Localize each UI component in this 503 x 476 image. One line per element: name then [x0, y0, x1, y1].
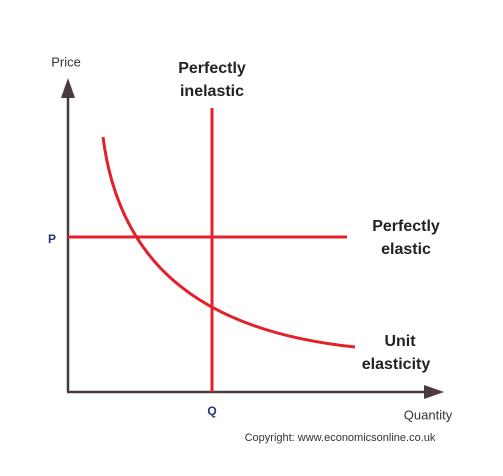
x-axis-arrow: [424, 385, 444, 399]
curve-label: elasticity: [362, 356, 431, 373]
copyright: Copyright: www.economicsonline.co.uk: [245, 432, 436, 444]
unit-elastic-curve: [101, 136, 356, 349]
curve-label: Unit: [384, 333, 416, 350]
x-axis-label: Quantity: [404, 407, 453, 422]
curve-label: elastic: [381, 241, 431, 258]
y-axis-arrow: [61, 78, 75, 98]
p-marker: P: [48, 232, 56, 246]
curve-label: Perfectly: [178, 60, 246, 77]
q-marker: Q: [207, 404, 216, 418]
y-axis-label: Price: [51, 54, 81, 69]
curve-label: inelastic: [180, 83, 244, 100]
curve-label: Perfectly: [372, 218, 440, 235]
